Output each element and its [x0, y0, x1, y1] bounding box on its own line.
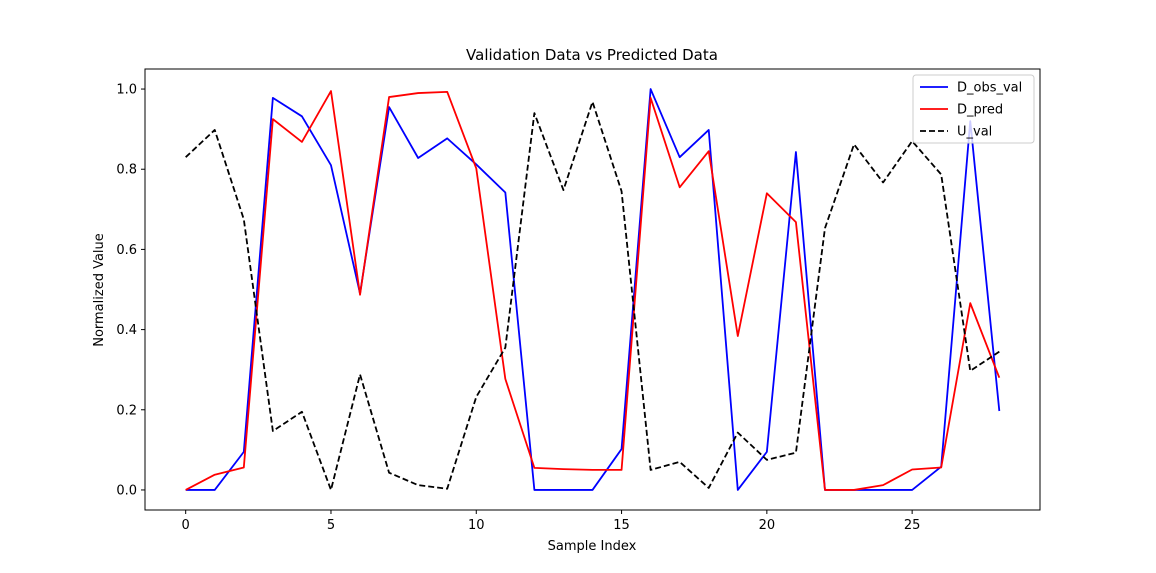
x-tick-label: 10 — [468, 518, 485, 533]
y-tick-label: 0.4 — [116, 323, 137, 338]
plot-frame — [144, 68, 1041, 511]
series-line-0 — [185, 88, 1001, 491]
series-line-2 — [185, 100, 1000, 491]
y-tick-label: 0.2 — [116, 403, 137, 418]
y-tick-label: 0.0 — [116, 483, 137, 498]
y-axis-label: Normalized Value — [92, 233, 107, 347]
y-tick-label: 0.8 — [116, 163, 137, 178]
legend-box — [912, 74, 1035, 144]
x-axis-label: Sample Index — [548, 539, 637, 554]
chart-title: Validation Data vs Predicted Data — [466, 46, 718, 64]
x-tick-label: 20 — [759, 518, 776, 533]
x-tick-label: 15 — [613, 518, 630, 533]
y-tick-label: 1.0 — [116, 83, 137, 98]
legend-label-1: D_pred — [957, 103, 1003, 118]
y-tick-label: 0.6 — [116, 243, 137, 258]
x-tick-label: 5 — [327, 518, 335, 533]
x-axis: 0 5 10 15 20 25 — [182, 510, 921, 533]
y-axis: 0.0 0.2 0.4 0.6 0.8 1.0 — [116, 83, 145, 498]
legend-label-2: U_val — [957, 125, 992, 140]
legend: D_obs_val D_pred U_val — [912, 74, 1035, 144]
series-line-1 — [185, 90, 1001, 491]
x-tick-label: 0 — [182, 518, 190, 533]
legend-label-0: D_obs_val — [957, 81, 1022, 96]
x-tick-label: 25 — [904, 518, 921, 533]
